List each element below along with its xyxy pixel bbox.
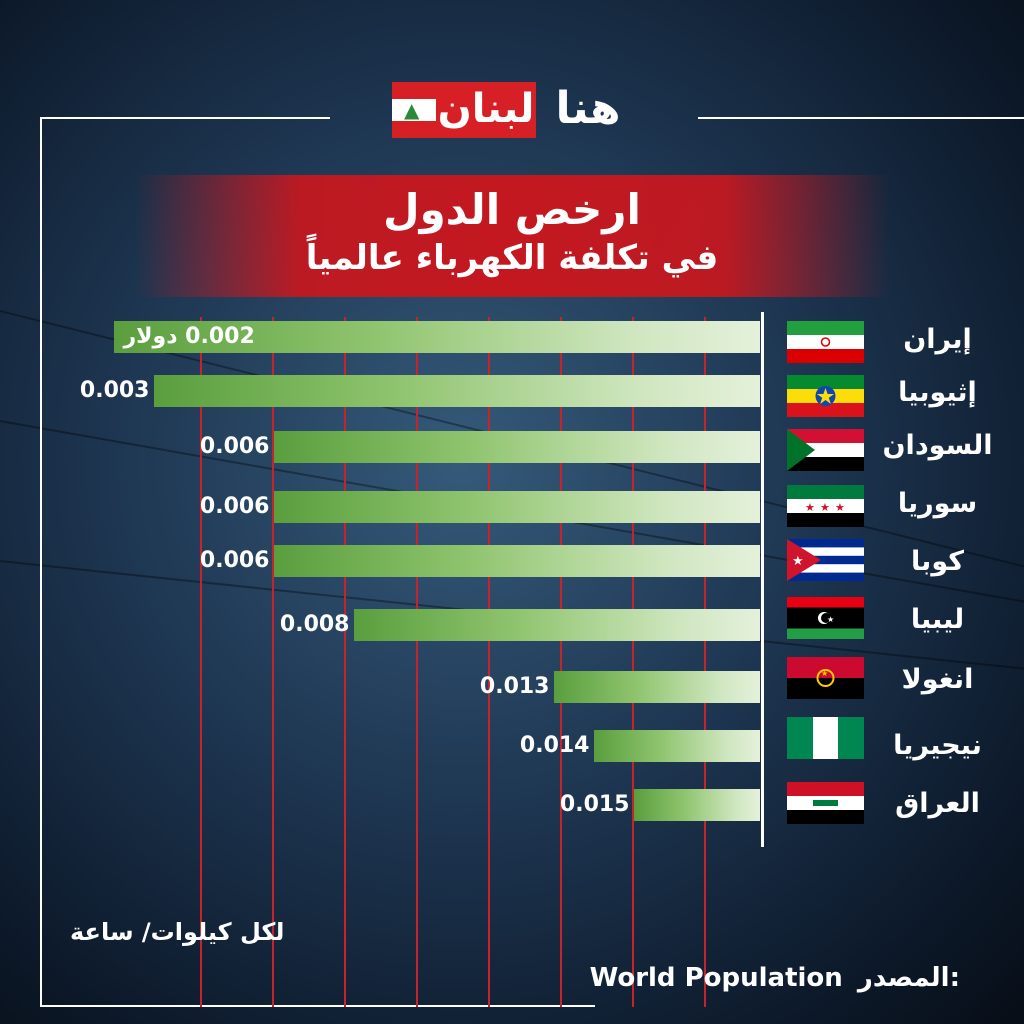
unit-label: لكل كيلوات/ ساعة [70,918,285,946]
svg-text:★: ★ [827,615,834,624]
grid-line [704,317,706,1007]
country-label: السودان [882,430,993,461]
source-line: World Population المصدر: [575,958,960,998]
logo-red-part: لبنان [436,82,536,138]
country-label: كوبا [911,546,964,577]
frame-bottom-line [40,1005,595,1007]
source-value: World Population [589,963,843,993]
iraq-flag [787,782,864,824]
value-label: 0.006 [199,434,270,459]
frame-top-line-right [698,117,1024,119]
grid-line [272,317,274,1007]
frame-left-line [40,117,42,1007]
country-label: ليبيا [910,604,965,635]
grid-line [560,317,562,1007]
bar-2 [273,431,760,463]
frame-top-line-left [40,117,330,119]
grid-line [344,317,346,1007]
brand-logo: ▲ لبنان هنا [392,78,638,142]
bar-5 [353,609,760,641]
value-label: 0.014 [519,733,590,758]
chart-subtitle: في تكلفة الكهرباء عالمياً [305,238,719,278]
grid-line [488,317,490,1007]
iran-flag [787,321,864,363]
source-label: المصدر: [857,963,960,993]
grid-line [416,317,418,1007]
bar-8 [633,789,760,821]
bar-3 [273,491,760,523]
logo-white-part: هنا [555,83,621,134]
country-label: انغولا [901,664,974,695]
svg-text:★: ★ [792,554,804,569]
bar-6 [553,671,760,703]
value-label: 0.003 [79,378,150,403]
country-label: إثيوبيا [898,377,977,408]
nigeria-flag [787,717,864,759]
angola-flag: ★ [787,657,864,699]
bar-4 [273,545,760,577]
svg-text:★: ★ [821,669,828,678]
libya-flag: ★ [787,597,864,639]
country-label: سوريا [897,488,978,519]
bar-0 [113,321,760,353]
grid-line [200,317,202,1007]
country-label: العراق [895,788,980,819]
chart-title: ارخص الدول [383,185,641,234]
grid-line [632,317,634,1007]
country-label: نيجيريا [893,730,982,761]
cedar-tree-icon: ▲ [392,82,436,138]
value-label: 0.015 [559,792,630,817]
sudan-flag [787,429,864,471]
svg-text:★: ★ [835,501,845,514]
cuba-flag: ★ [787,539,864,581]
value-label: 0.013 [479,674,550,699]
svg-text:★: ★ [805,501,815,514]
value-label: 0.008 [279,612,350,637]
chart-axis [761,312,764,847]
value-label: 0.002 دولار [123,324,255,349]
title-banner [135,175,890,297]
svg-text:★: ★ [820,501,830,514]
ethiopia-flag [787,375,864,417]
bar-1 [153,375,760,407]
syria-flag: ★ ★ ★ [787,485,864,527]
bar-7 [593,730,760,762]
value-label: 0.006 [199,548,270,573]
country-label: إيران [903,324,972,355]
value-label: 0.006 [199,494,270,519]
